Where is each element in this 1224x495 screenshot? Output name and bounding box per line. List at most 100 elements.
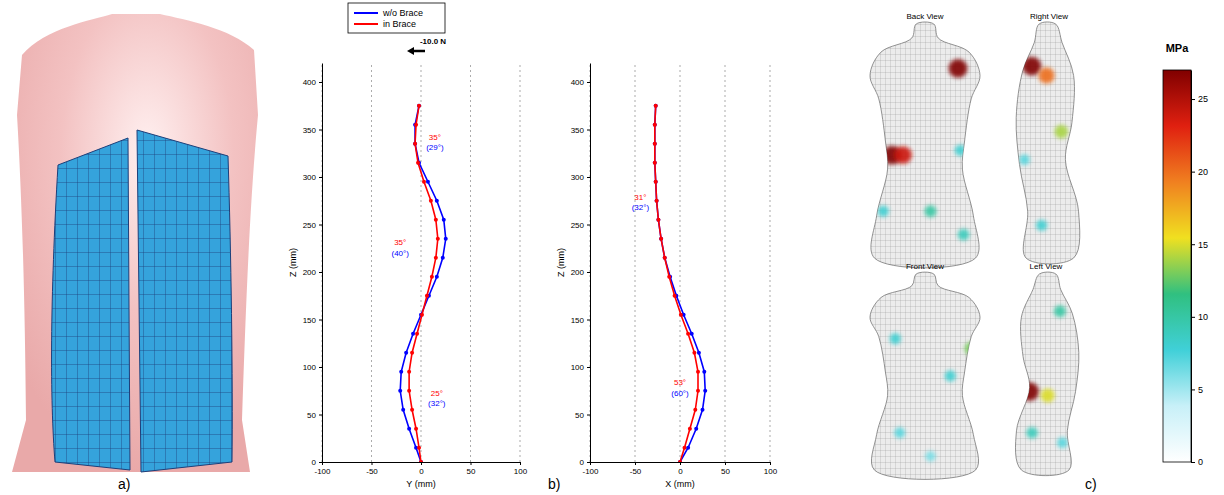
tick-label: 100	[764, 467, 778, 476]
tick-mark	[319, 462, 322, 463]
marker	[410, 408, 414, 412]
marker	[422, 180, 426, 184]
tick: -50	[366, 462, 378, 476]
marker	[694, 427, 698, 431]
marker	[663, 256, 667, 260]
marker	[419, 313, 423, 317]
pressure-spot	[945, 370, 956, 381]
pressure-spot	[925, 205, 937, 217]
marker	[401, 408, 405, 412]
tick: 10	[1191, 312, 1208, 322]
tick-label: 50	[307, 411, 316, 420]
pressure-spot	[1022, 57, 1041, 76]
tick-label: -100	[314, 467, 331, 476]
marker	[701, 408, 705, 412]
marker	[655, 199, 659, 203]
legend-swatch	[354, 23, 378, 25]
grid-line	[322, 63, 323, 462]
tick: 25	[1191, 94, 1208, 104]
tick-label: 15	[1198, 240, 1208, 250]
tick-mark	[587, 130, 590, 131]
tick-mark	[471, 462, 472, 465]
marker	[653, 142, 657, 146]
pressure-spot	[1020, 382, 1039, 401]
tick: 300	[303, 173, 322, 182]
marker	[413, 123, 417, 127]
annotation: 53°	[674, 378, 686, 387]
marker	[667, 275, 671, 279]
line-chart: -100-50050100050100150200250300350400X (…	[556, 63, 778, 489]
tick-label: 100	[303, 363, 317, 372]
legend-swatch	[354, 12, 378, 14]
tick-label: 100	[514, 467, 528, 476]
tick: 100	[514, 462, 528, 476]
marker	[413, 142, 417, 146]
body	[870, 272, 980, 479]
tick: 100	[303, 363, 322, 372]
pressure-spot	[894, 427, 905, 438]
view-title: Front View	[906, 262, 944, 271]
marker	[656, 218, 660, 222]
marker	[659, 237, 663, 241]
tick-label: 20	[1198, 167, 1208, 177]
marker	[419, 460, 423, 462]
marker	[426, 180, 430, 184]
legend-label: w/o Brace	[382, 8, 423, 18]
tick-mark	[1191, 244, 1195, 245]
tick-label: 200	[303, 268, 317, 277]
tick-mark	[319, 225, 322, 226]
marker	[654, 180, 658, 184]
tick-label: 300	[303, 173, 317, 182]
marker	[653, 161, 657, 165]
tick: 250	[571, 221, 590, 230]
tick-label: 0	[678, 467, 683, 476]
brace-left	[52, 138, 130, 470]
tick-mark	[635, 462, 636, 465]
marker	[434, 256, 438, 260]
tick-label: 250	[303, 221, 317, 230]
tick-mark	[587, 367, 590, 368]
marker	[404, 351, 408, 355]
figure: a)b)c)-100-50050100050100150200250300350…	[0, 0, 1224, 495]
marker	[398, 389, 402, 393]
tick-label: -50	[630, 467, 642, 476]
tick-label: -50	[366, 467, 378, 476]
tick-mark	[587, 272, 590, 273]
marker	[436, 237, 440, 241]
pressure-spot	[1039, 67, 1055, 83]
pressure-spot	[1055, 125, 1069, 139]
pressure-spot	[1057, 437, 1068, 448]
marker	[414, 427, 418, 431]
marker	[702, 370, 706, 374]
annotation: 31°	[634, 193, 646, 202]
tick-label: 0	[312, 458, 317, 467]
grid-line	[770, 63, 771, 462]
marker	[663, 256, 667, 260]
marker	[692, 351, 696, 355]
marker	[444, 237, 448, 241]
annotation: 35°	[429, 133, 441, 142]
tick: 5	[1191, 385, 1203, 395]
tick-label: 350	[571, 126, 585, 135]
tick-mark	[587, 177, 590, 178]
marker	[696, 389, 700, 393]
marker	[653, 123, 657, 127]
marker	[653, 161, 657, 165]
tick-mark	[319, 130, 322, 131]
pressure-view: Left View	[1015, 262, 1078, 476]
tick: -100	[314, 462, 331, 476]
grid-line	[520, 63, 521, 462]
tick-label: 10	[1198, 312, 1208, 322]
marker	[411, 332, 415, 336]
tick: 0	[312, 458, 322, 467]
y-axis-title: Z (mm)	[288, 248, 298, 277]
tick-mark	[319, 82, 322, 83]
pressure-spot	[894, 146, 912, 164]
pressure-spot	[1041, 389, 1055, 403]
marker	[442, 218, 446, 222]
marker	[654, 104, 658, 108]
tick: 400	[303, 78, 322, 87]
arrow-head	[407, 47, 414, 55]
tick-label: 50	[721, 467, 730, 476]
line-chart: -100-50050100050100150200250300350400Y (…	[288, 37, 528, 489]
